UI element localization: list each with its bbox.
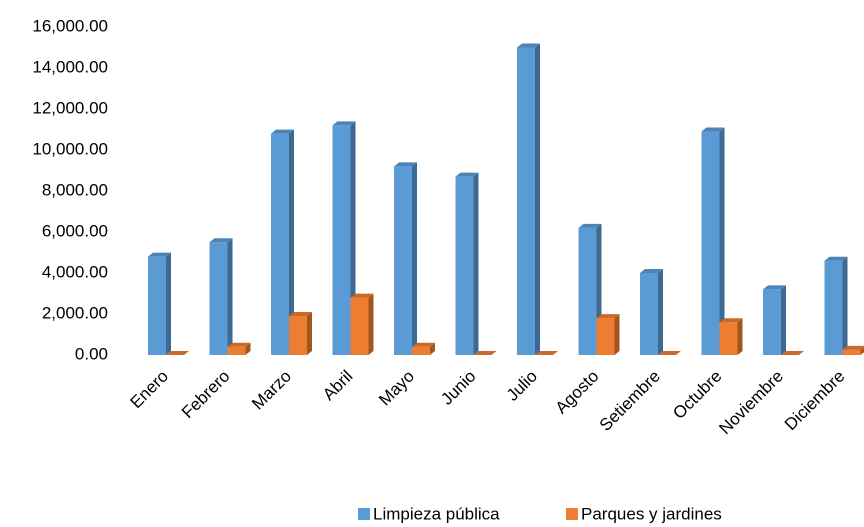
bar-side	[368, 293, 374, 355]
bar	[412, 346, 430, 355]
bar	[596, 318, 615, 355]
bar-side	[719, 127, 725, 355]
x-tick-label: Marzo	[248, 367, 295, 414]
x-tick-label: Mayo	[375, 367, 418, 410]
bar	[394, 166, 412, 355]
bar	[148, 256, 166, 355]
x-tick-label: Abril	[319, 367, 356, 404]
bar-side	[860, 347, 864, 355]
bar-top	[596, 314, 620, 319]
bar-top	[701, 127, 725, 132]
bar-top	[289, 312, 312, 317]
bar-side	[166, 252, 171, 355]
bar-side	[737, 318, 743, 355]
y-tick-label: 14,000.00	[32, 57, 108, 76]
y-tick-label: 12,000.00	[32, 98, 108, 117]
bar	[701, 131, 720, 355]
bar-side	[842, 256, 848, 355]
legend-label: Parques y jardines	[581, 504, 722, 523]
bar-side	[535, 43, 540, 355]
bar-top	[148, 252, 171, 257]
bar	[719, 322, 738, 355]
bar	[209, 242, 228, 355]
x-tick-label: Junio	[437, 367, 479, 409]
bar-top	[209, 238, 233, 243]
bar	[763, 289, 781, 355]
x-tick-label: Diciembre	[781, 367, 849, 435]
x-tick-label: Febrero	[178, 367, 234, 423]
bar	[517, 47, 535, 355]
bar	[455, 176, 474, 355]
bar-side	[473, 172, 479, 355]
y-tick-label: 6,000.00	[42, 221, 108, 240]
bar-top	[658, 351, 681, 355]
y-tick-label: 16,000.00	[32, 16, 108, 35]
bar-side	[781, 285, 786, 355]
bar-top	[412, 342, 435, 347]
bar-top	[842, 345, 864, 350]
bar-top	[227, 342, 251, 347]
y-tick-label: 4,000.00	[42, 262, 108, 281]
bar	[350, 297, 369, 355]
y-tick-label: 10,000.00	[32, 139, 108, 158]
bar	[578, 227, 597, 355]
bar-top	[350, 293, 374, 298]
legend-swatch	[566, 508, 578, 520]
x-tick-label: Enero	[126, 367, 172, 413]
bar-top	[332, 121, 356, 126]
bar-top	[824, 256, 848, 261]
y-tick-label: 8,000.00	[42, 180, 108, 199]
bar-top	[781, 351, 804, 355]
x-tick-label: Agosto	[552, 367, 603, 418]
bar-side	[430, 342, 435, 355]
x-tick-label: Octubre	[669, 367, 725, 423]
x-tick-label: Julio	[503, 367, 541, 405]
x-tick-label: Noviembre	[715, 367, 787, 439]
y-tick-label: 0.00	[75, 344, 108, 363]
legend-swatch	[358, 508, 370, 520]
bar-top	[473, 351, 497, 355]
bar-top	[578, 223, 602, 228]
bar	[640, 273, 658, 355]
bar	[227, 346, 246, 355]
bar-top	[166, 351, 189, 355]
x-tick-label: Setiembre	[596, 367, 664, 435]
bar-side	[245, 342, 251, 355]
bar-top	[640, 269, 663, 273]
bar-side	[307, 312, 312, 355]
bar-top	[271, 129, 294, 134]
bar-side	[227, 238, 233, 355]
bar-top	[517, 43, 540, 48]
y-tick-label: 2,000.00	[42, 303, 108, 322]
bar-top	[763, 285, 786, 290]
bar	[824, 260, 843, 355]
bar-top	[535, 351, 558, 355]
bar-top	[719, 318, 743, 323]
bar-side	[658, 269, 663, 355]
bar	[332, 125, 351, 356]
bar-side	[289, 129, 294, 355]
bar-top	[455, 172, 479, 177]
legend-label: Limpieza pública	[373, 504, 500, 523]
bar-top	[394, 162, 417, 167]
bar-side	[614, 314, 620, 355]
bar-side	[412, 162, 417, 355]
bar	[289, 316, 307, 355]
bar	[842, 349, 861, 355]
bar	[271, 133, 289, 355]
